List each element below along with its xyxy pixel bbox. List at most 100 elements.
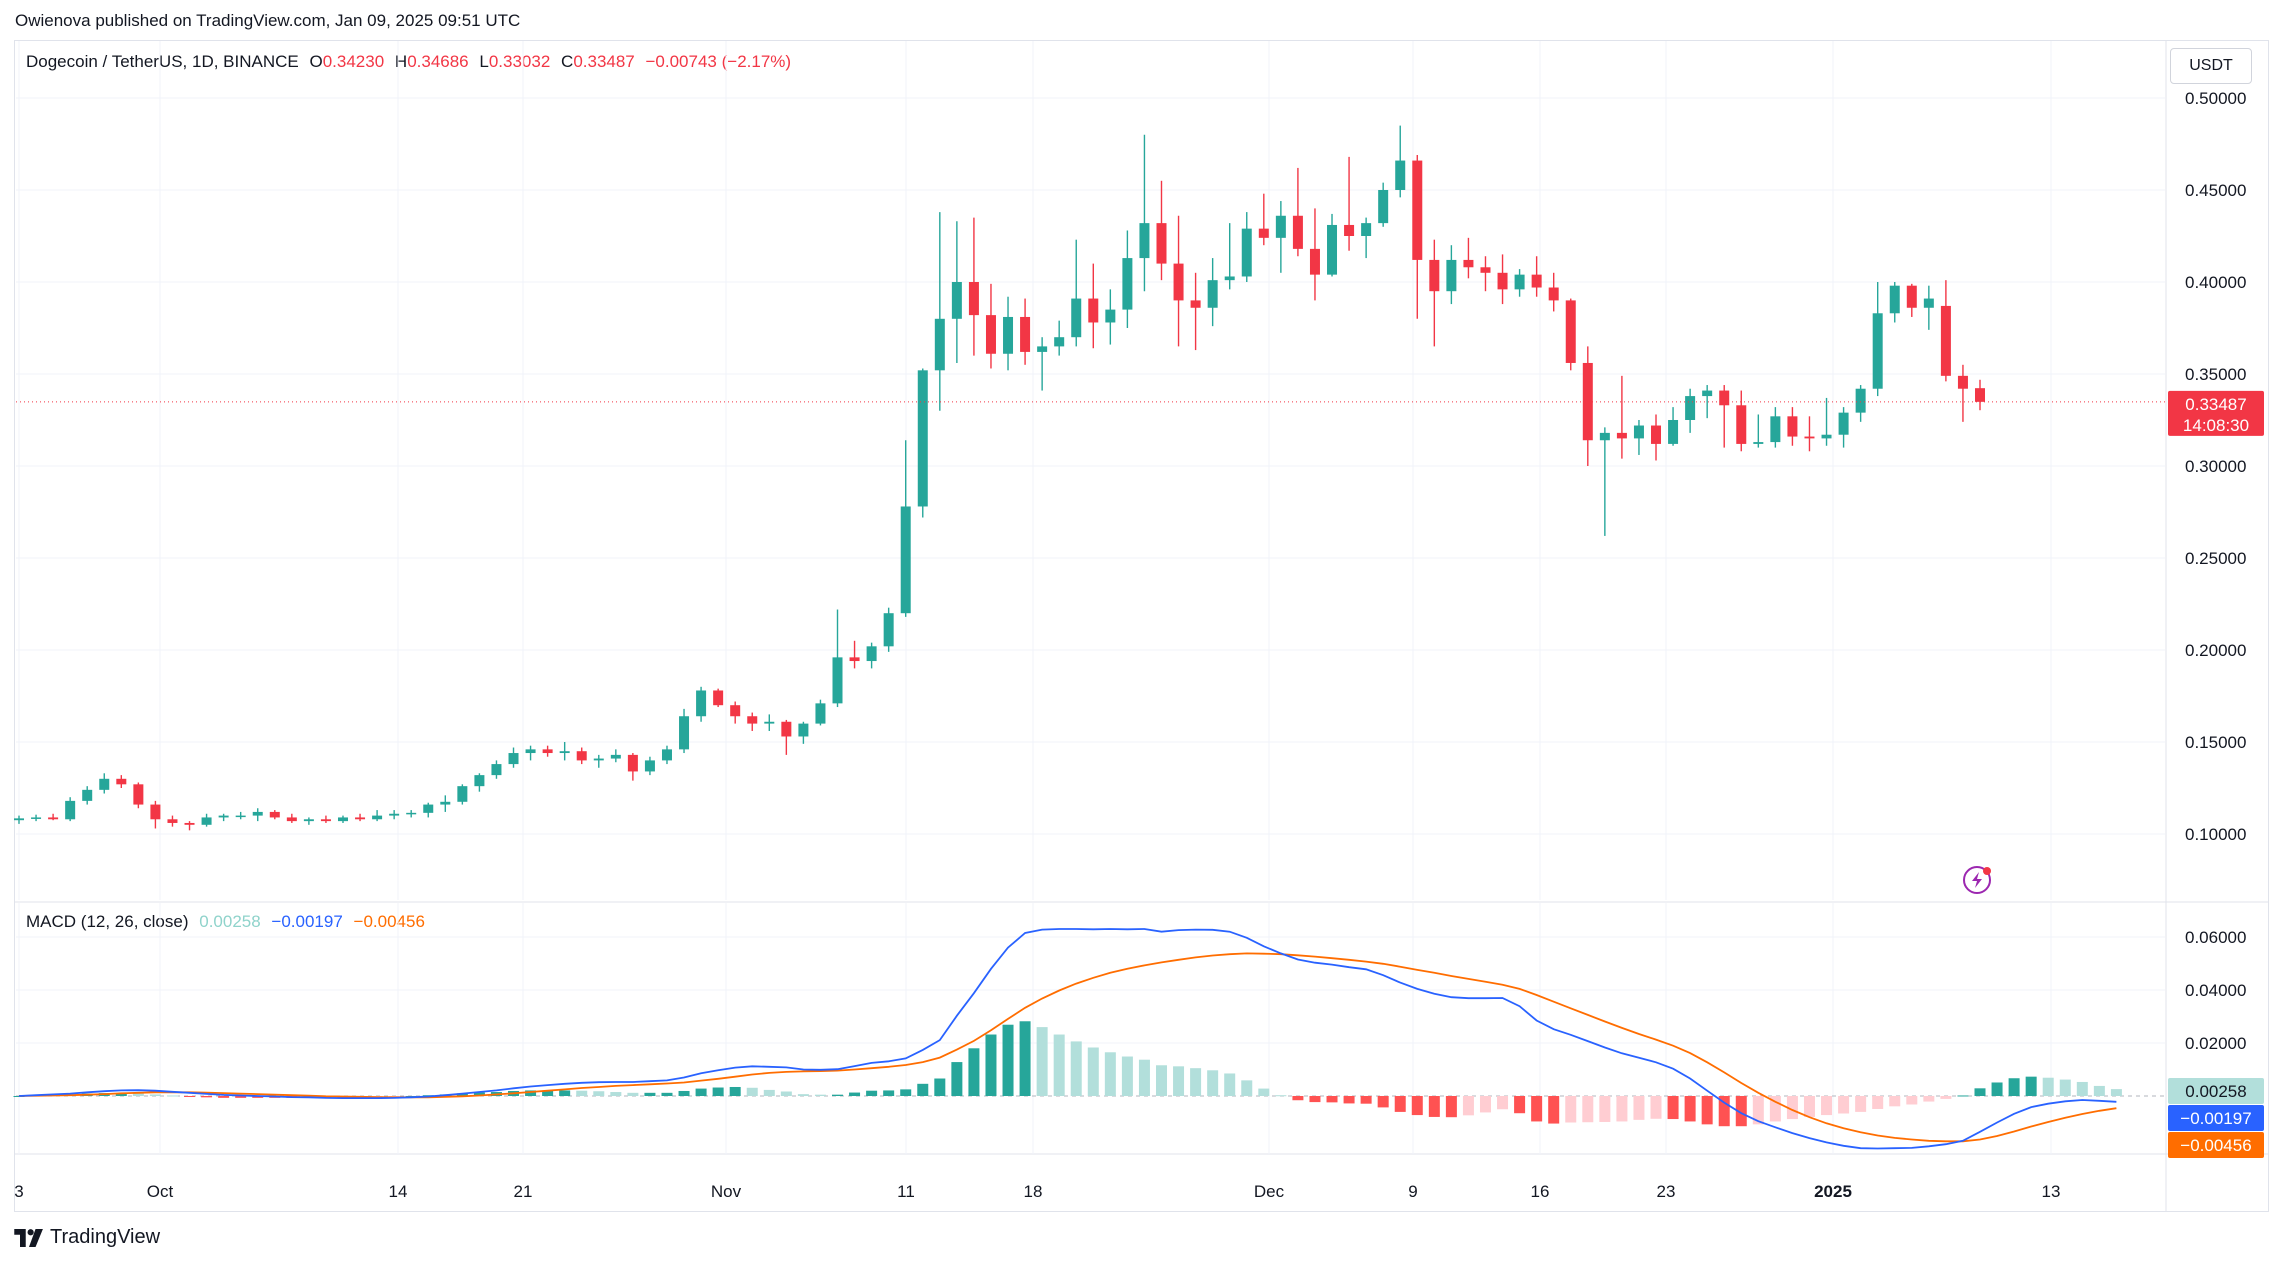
time-tick-label: 21 xyxy=(514,1182,533,1201)
candle xyxy=(883,607,894,652)
candle xyxy=(82,786,93,805)
candle xyxy=(1599,427,1610,536)
macd-histogram-bar xyxy=(814,1094,826,1096)
candle-body xyxy=(218,815,229,818)
candle-body xyxy=(440,801,451,805)
candle xyxy=(542,745,553,757)
candle-body xyxy=(781,721,792,737)
candle xyxy=(1463,237,1474,279)
candle xyxy=(1719,385,1730,448)
price-tick-label: 0.25000 xyxy=(2185,549,2246,568)
candle xyxy=(423,802,434,818)
macd-histogram-bar xyxy=(1803,1096,1815,1117)
candle-body xyxy=(1736,405,1747,444)
macd-histogram-bar xyxy=(1548,1096,1560,1124)
candle xyxy=(1207,258,1218,327)
candle xyxy=(1923,285,1934,330)
candle-body xyxy=(1804,436,1815,439)
macd-histogram-bar xyxy=(1769,1096,1781,1122)
candle xyxy=(1173,215,1184,347)
macd-legend: MACD (12, 26, close) 0.00258 −0.00197 −0… xyxy=(26,912,425,932)
currency-button[interactable]: USDT xyxy=(2170,48,2252,84)
candle xyxy=(644,756,655,776)
candle-body xyxy=(1429,259,1440,292)
macd-title[interactable]: MACD (12, 26, close) xyxy=(26,912,189,931)
candle xyxy=(1344,156,1355,251)
macd-histogram-bar xyxy=(2025,1076,2037,1096)
candle xyxy=(406,810,417,818)
candle-body xyxy=(951,282,962,319)
tradingview-brand[interactable]: TradingView xyxy=(14,1226,160,1249)
macd-histogram-bar xyxy=(695,1088,707,1096)
macd-histogram-bar xyxy=(1207,1070,1219,1096)
time-tick-label: Dec xyxy=(1254,1182,1285,1201)
candle xyxy=(167,815,178,827)
candle xyxy=(286,813,297,823)
macd-histogram-bar xyxy=(746,1087,758,1096)
macd-histogram-bar xyxy=(1428,1096,1440,1117)
time-tick-label: 13 xyxy=(2042,1182,2061,1201)
candle-body xyxy=(934,318,945,371)
macd-histogram-bar xyxy=(2042,1077,2054,1096)
candle-body xyxy=(372,815,383,820)
macd-histogram-bar xyxy=(218,1096,230,1098)
macd-histogram-bar xyxy=(1582,1096,1594,1123)
candle-body xyxy=(1105,309,1116,323)
low-value: 0.33032 xyxy=(488,52,551,71)
candle-body xyxy=(627,754,638,772)
close-label: C xyxy=(561,52,574,71)
macd-histogram-bar xyxy=(1599,1096,1611,1122)
candle-body xyxy=(1309,248,1320,275)
candle xyxy=(1514,269,1525,297)
candle xyxy=(235,811,246,820)
candle xyxy=(1429,239,1440,347)
candle-body xyxy=(201,817,212,825)
candle-body xyxy=(1616,432,1627,439)
candle-body xyxy=(1565,300,1576,363)
macd-histogram-bar xyxy=(610,1092,622,1096)
symbol-name[interactable]: Dogecoin / TetherUS, 1D, BINANCE xyxy=(26,52,299,71)
macd-histogram-bar xyxy=(525,1090,537,1096)
candle xyxy=(1497,254,1508,305)
candle xyxy=(1753,414,1764,448)
candle xyxy=(269,810,280,820)
candle xyxy=(1548,272,1559,312)
macd-axis: 0.02000 0.04000 0.06000 xyxy=(2185,928,2246,1053)
macd-histogram-bar xyxy=(1190,1068,1202,1096)
candle-body xyxy=(48,817,59,820)
candle-body xyxy=(644,760,655,772)
candle xyxy=(900,440,911,617)
macd-histogram-bar xyxy=(1479,1096,1491,1113)
candle xyxy=(389,810,400,820)
candle xyxy=(1378,182,1389,227)
macd-histogram-bar xyxy=(1735,1096,1747,1127)
candle-body xyxy=(133,784,144,805)
macd-histogram-bar xyxy=(1514,1096,1526,1114)
tradingview-logo-icon xyxy=(14,1228,43,1247)
candle xyxy=(1787,407,1798,446)
last-price-tag-text: 14:08:30 xyxy=(2183,416,2249,435)
candle xyxy=(99,773,110,794)
candle-body xyxy=(1224,276,1235,281)
macd-hist-tag-text: 0.00258 xyxy=(2185,1082,2246,1101)
macd-histogram-bar xyxy=(1565,1096,1577,1123)
time-tick-label: 3 xyxy=(14,1182,23,1201)
candle xyxy=(1412,155,1423,319)
candle xyxy=(491,760,502,779)
candle-body xyxy=(1599,432,1610,441)
candle xyxy=(525,745,536,761)
macd-histogram-bar xyxy=(866,1090,878,1096)
candle-body xyxy=(798,723,809,737)
macd-histogram-bar xyxy=(1957,1095,1969,1097)
candle-body xyxy=(286,817,297,822)
candle-body xyxy=(355,817,366,820)
price-axis: 0.10000 0.15000 0.20000 0.25000 0.30000 0.350… xyxy=(2185,89,2246,844)
price-tick-label: 0.10000 xyxy=(2185,825,2246,844)
candle-body xyxy=(1003,316,1014,354)
candle xyxy=(1940,280,1951,382)
candle-body xyxy=(730,705,741,717)
flash-icon[interactable] xyxy=(1963,866,1991,894)
macd-hist-tag-bg xyxy=(2168,1078,2264,1104)
macd-histogram-bar xyxy=(729,1086,741,1096)
